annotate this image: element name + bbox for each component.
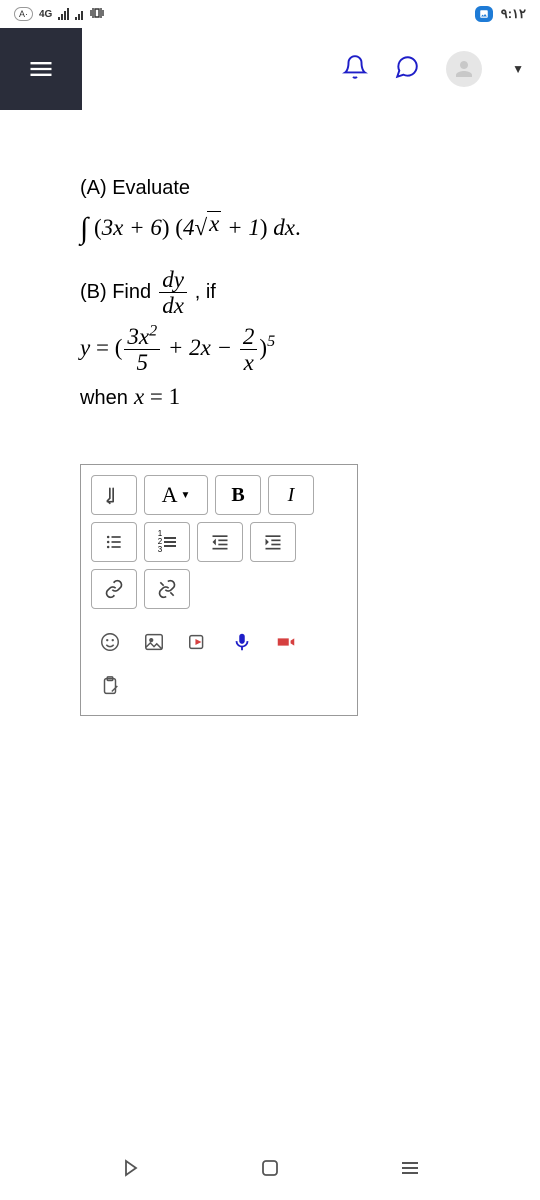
status-4g: 4G	[39, 9, 52, 20]
chat-icon	[394, 54, 420, 80]
part-a-label: (A) Evaluate	[80, 177, 190, 199]
content: (A) Evaluate ∫ (3x + 6) (4√x + 1) dx. (B…	[0, 110, 540, 716]
signal-bars-1	[58, 8, 69, 20]
font-dropdown[interactable]: A ▼	[144, 475, 208, 515]
app-header: ▼	[0, 28, 540, 110]
numbered-list-icon: 123	[158, 530, 176, 554]
bold-button[interactable]: B	[215, 475, 261, 515]
signal-bars-2	[75, 8, 83, 20]
nav-back-button[interactable]	[118, 1156, 142, 1185]
status-pill: A·	[14, 7, 33, 21]
bullet-list-icon	[104, 532, 124, 552]
outdent-icon	[210, 532, 230, 552]
image-button[interactable]	[139, 627, 169, 657]
recents-icon	[398, 1156, 422, 1180]
header-icons: ▼	[342, 51, 524, 87]
status-left: A· 4G	[14, 7, 105, 22]
text-direction-button[interactable]	[91, 475, 137, 515]
paste-button[interactable]	[95, 671, 125, 701]
clipboard-icon	[99, 675, 121, 697]
indent-button[interactable]	[250, 522, 296, 562]
record-video-button[interactable]	[271, 627, 301, 657]
video-file-icon	[187, 631, 209, 653]
profile-dropdown[interactable]: ▼	[512, 62, 524, 76]
menu-button[interactable]	[0, 28, 82, 110]
editor-toolbar: A ▼ B I 123	[80, 464, 358, 716]
if-text: , if	[195, 281, 216, 303]
italic-button[interactable]: I	[268, 475, 314, 515]
bell-icon	[342, 54, 368, 80]
emoji-icon	[99, 631, 121, 653]
avatar[interactable]	[446, 51, 482, 87]
triangle-back-icon	[118, 1156, 142, 1180]
audio-button[interactable]	[227, 627, 257, 657]
system-nav-bar	[0, 1140, 540, 1200]
numbered-list-button[interactable]: 123	[144, 522, 190, 562]
problem-text: (A) Evaluate ∫ (3x + 6) (4√x + 1) dx. (B…	[80, 170, 484, 414]
messages-button[interactable]	[394, 54, 420, 85]
hamburger-icon	[27, 55, 55, 83]
outdent-button[interactable]	[197, 522, 243, 562]
clock-text: ٩:١٢	[501, 6, 526, 22]
camcorder-icon	[275, 631, 297, 653]
link-icon	[104, 579, 124, 599]
font-label: A	[162, 482, 178, 508]
video-button[interactable]	[183, 627, 213, 657]
when-text: when	[80, 387, 128, 409]
indent-icon	[263, 532, 283, 552]
chevron-down-icon: ▼	[180, 490, 190, 501]
image-icon	[143, 631, 165, 653]
unlink-button[interactable]	[144, 569, 190, 609]
bullet-list-button[interactable]	[91, 522, 137, 562]
unlink-icon	[157, 579, 177, 599]
square-home-icon	[258, 1156, 282, 1180]
nav-recents-button[interactable]	[398, 1156, 422, 1185]
emoji-button[interactable]	[95, 627, 125, 657]
nav-home-button[interactable]	[258, 1156, 282, 1185]
status-bar: A· 4G ٩:١٢	[0, 0, 540, 28]
microphone-icon	[231, 631, 253, 653]
vibrate-icon	[89, 7, 105, 22]
part-b-label: (B) Find	[80, 281, 151, 303]
screenshot-badge-icon	[475, 6, 493, 22]
status-right: ٩:١٢	[475, 6, 526, 22]
link-button[interactable]	[91, 569, 137, 609]
notifications-button[interactable]	[342, 54, 368, 85]
user-icon	[452, 57, 476, 81]
rtl-icon	[104, 485, 124, 505]
